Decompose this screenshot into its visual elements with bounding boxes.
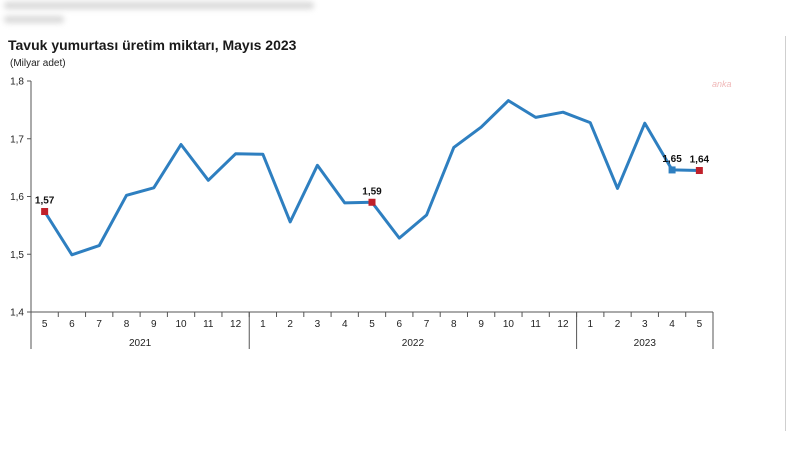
x-month-label: 4	[669, 319, 675, 330]
x-month-label: 11	[530, 319, 541, 330]
x-month-label: 5	[42, 319, 48, 330]
x-month-label: 9	[151, 319, 157, 330]
x-month-label: 2	[287, 319, 293, 330]
chart-title: Tavuk yumurtası üretim miktarı, Mayıs 20…	[8, 37, 297, 53]
y-axis-unit-label: (Milyar adet)	[10, 58, 66, 69]
y-tick-label: 1,6	[10, 192, 24, 203]
x-month-label: 1	[260, 319, 266, 330]
x-month-label: 8	[451, 319, 457, 330]
x-month-label: 10	[175, 319, 187, 330]
data-label: 1,57	[35, 196, 55, 207]
x-month-label: 3	[642, 319, 648, 330]
data-label: 1,64	[690, 155, 710, 166]
x-month-label: 5	[697, 319, 703, 330]
y-tick-label: 1,4	[10, 308, 24, 319]
data-point-marker	[668, 166, 676, 174]
x-month-label: 5	[369, 319, 375, 330]
frame-border	[785, 36, 786, 431]
x-month-label: 1	[587, 319, 593, 330]
watermark-logo: anka	[712, 79, 732, 89]
x-month-label: 3	[315, 319, 321, 330]
series-line	[43, 99, 701, 257]
x-month-label: 7	[96, 319, 102, 330]
x-month-label: 8	[124, 319, 130, 330]
x-month-label: 6	[396, 319, 402, 330]
x-month-label: 2	[615, 319, 621, 330]
y-tick-label: 1,8	[10, 77, 24, 88]
x-month-label: 10	[503, 319, 515, 330]
x-month-label: 12	[230, 319, 242, 330]
y-tick-label: 1,7	[10, 134, 24, 145]
x-year-label: 2023	[634, 338, 657, 349]
data-point-marker	[41, 208, 49, 216]
x-month-label: 6	[69, 319, 75, 330]
data-label: 1,59	[362, 186, 382, 197]
data-point-marker	[368, 198, 376, 206]
x-month-label: 4	[342, 319, 348, 330]
x-year-label: 2022	[402, 338, 425, 349]
x-month-label: 9	[478, 319, 484, 330]
data-point-marker	[695, 167, 703, 175]
x-year-label: 2021	[129, 338, 152, 349]
y-tick-label: 1,5	[10, 250, 24, 261]
x-month-label: 12	[557, 319, 569, 330]
x-month-label: 11	[203, 319, 214, 330]
blurred-header	[0, 0, 330, 30]
data-label: 1,65	[662, 154, 682, 165]
x-month-label: 7	[424, 319, 430, 330]
